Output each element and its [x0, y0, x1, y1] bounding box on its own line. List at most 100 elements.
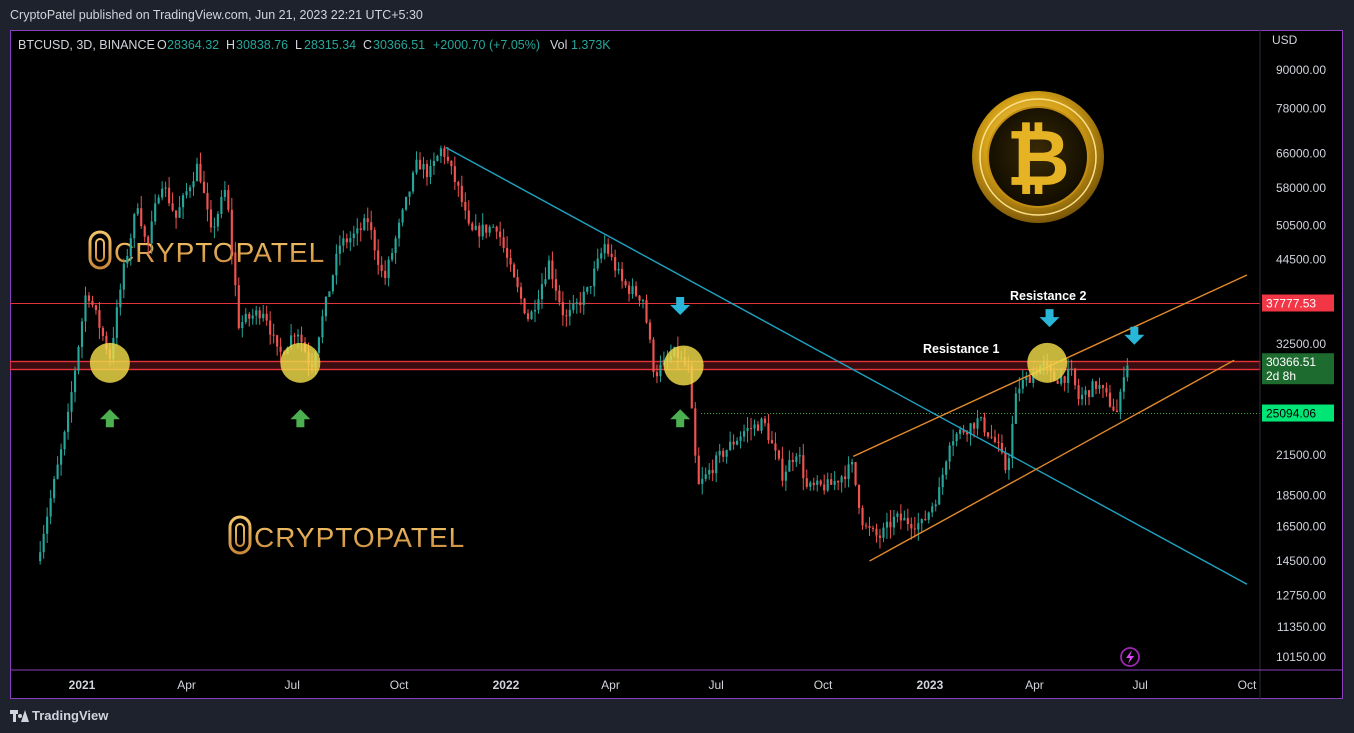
candle	[241, 315, 244, 338]
candle	[749, 417, 753, 441]
candle	[920, 518, 923, 533]
price-axis[interactable]: 90000.00 78000.00 66000.00 58000.00 50500.00…	[1276, 63, 1326, 664]
candle	[547, 255, 551, 280]
footer-bar: TradingView	[0, 700, 1354, 733]
candle	[384, 260, 387, 285]
bitcoin-coin-icon: ₿	[972, 91, 1104, 223]
candle	[767, 414, 770, 444]
candle	[1063, 375, 1066, 392]
candle	[589, 285, 592, 295]
watermark-bottom-text: CRYPTOPATEL	[254, 522, 465, 553]
price-tick-label: 18500.00	[1276, 489, 1326, 503]
candle	[356, 218, 359, 246]
candle	[1115, 399, 1118, 413]
candle	[56, 456, 59, 480]
candle	[213, 217, 216, 239]
candle	[812, 477, 815, 491]
candle	[586, 286, 589, 295]
candle	[624, 278, 627, 288]
time-axis[interactable]: 2021 Apr Jul Oct 2022 Apr Jul Oct 2023 Apr Jul Oct	[69, 678, 1257, 692]
price-tick-label: 58000.00	[1276, 181, 1326, 195]
resistance-1-band	[10, 360, 1261, 371]
touch-circle-marker	[663, 345, 704, 386]
candle	[77, 345, 80, 375]
candle	[864, 522, 868, 529]
btc-price-chart[interactable]: BTCUSD, 3D, BINANCE O 28364.32 H 30838.7…	[10, 30, 1343, 699]
time-tick-label: Oct	[1238, 678, 1257, 692]
candle	[516, 269, 519, 293]
candle	[645, 294, 648, 324]
candle	[875, 523, 878, 543]
candle	[370, 210, 373, 240]
candle	[411, 170, 415, 195]
candle	[854, 462, 857, 487]
candle	[150, 210, 153, 255]
candle	[129, 233, 132, 266]
candle	[798, 446, 801, 465]
candle	[331, 274, 334, 295]
candle	[478, 222, 481, 248]
candle	[711, 459, 714, 482]
price-tick-label: 32500.00	[1276, 337, 1326, 351]
volume-label: Vol	[550, 38, 567, 52]
candle	[634, 281, 638, 298]
candle	[554, 268, 557, 301]
svg-text:30366.51: 30366.51	[1266, 355, 1316, 369]
candle	[708, 463, 711, 480]
price-tick-label: 12750.00	[1276, 589, 1326, 603]
candle	[401, 208, 404, 227]
candle	[223, 181, 226, 201]
candle	[422, 156, 425, 179]
candle	[1074, 367, 1077, 390]
candle	[366, 207, 369, 231]
candle	[1025, 371, 1028, 387]
candle	[729, 431, 732, 452]
currency-label: USD	[1272, 33, 1298, 47]
price-tick-label: 21500.00	[1276, 448, 1326, 462]
candle	[770, 430, 774, 444]
candle	[652, 337, 655, 378]
candle	[474, 214, 477, 231]
candle	[533, 299, 537, 323]
candle	[262, 305, 265, 322]
candle	[631, 278, 634, 299]
candle	[952, 429, 955, 457]
low-value: 28315.34	[304, 38, 356, 52]
candle	[492, 223, 495, 228]
candle	[1112, 398, 1115, 412]
candle	[188, 184, 192, 199]
candle	[216, 211, 219, 232]
candle	[830, 473, 833, 485]
watermark-top: CRYPTOPATEL	[88, 230, 324, 270]
candle	[202, 170, 206, 194]
candle	[763, 415, 767, 427]
candle	[63, 430, 66, 456]
time-tick-label: 2021	[69, 678, 96, 692]
volume-value: 1.373K	[571, 38, 611, 52]
time-tick-label: Oct	[814, 678, 833, 692]
candle	[519, 282, 523, 305]
candle	[540, 273, 544, 309]
tradingview-logo[interactable]: TradingView	[10, 708, 108, 723]
candle	[349, 231, 352, 252]
up-arrow-icon	[99, 409, 120, 428]
tradingview-logo-text: TradingView	[32, 708, 109, 723]
candle	[917, 512, 920, 541]
lightning-icon[interactable]	[1120, 647, 1140, 667]
watermark-bottom: CRYPTOPATEL	[228, 515, 465, 555]
candle	[408, 191, 411, 206]
candle	[840, 474, 843, 493]
candle	[990, 424, 993, 440]
candle	[722, 447, 725, 463]
candle	[39, 541, 42, 565]
price-tick-label: 78000.00	[1276, 101, 1326, 115]
candle	[425, 159, 429, 186]
time-tick-label: Apr	[601, 678, 620, 692]
candle	[725, 449, 728, 464]
candle	[363, 213, 366, 231]
candle	[258, 306, 261, 325]
candle	[509, 249, 512, 272]
candle	[195, 157, 199, 182]
candle	[906, 508, 909, 531]
